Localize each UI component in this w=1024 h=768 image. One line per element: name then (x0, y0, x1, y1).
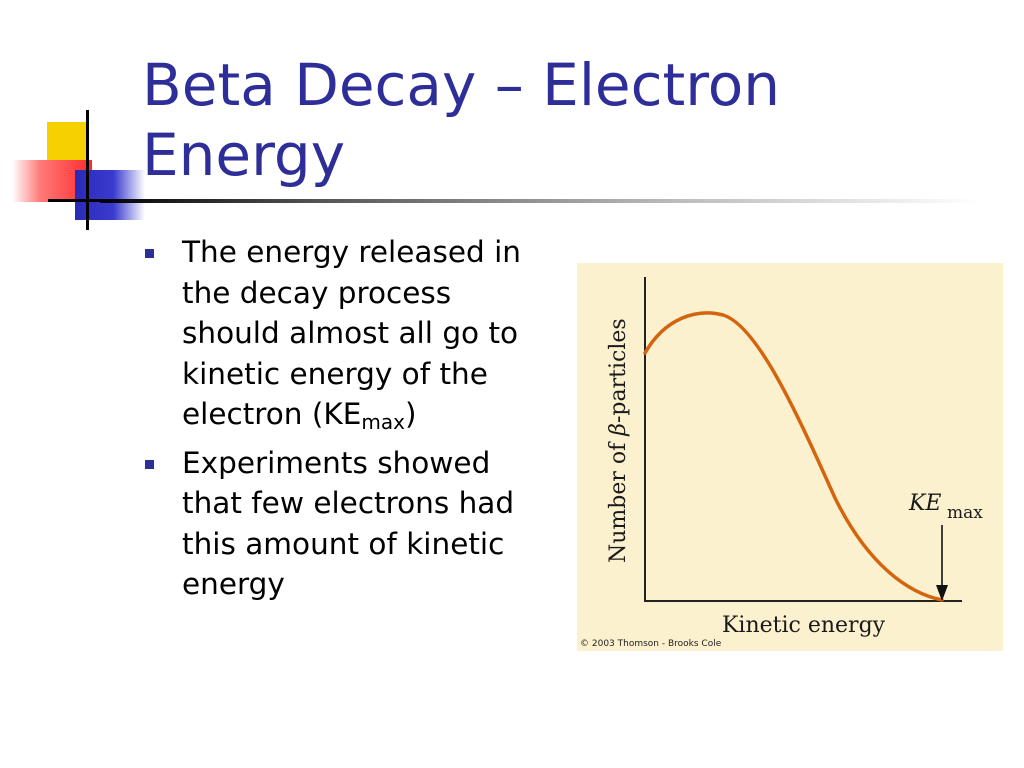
decor-vertical-line (86, 110, 89, 230)
y-axis-label-pre: Number of (606, 436, 631, 563)
corner-decoration (0, 0, 160, 240)
bullet-text: The energy released in the decay process… (182, 235, 521, 431)
bullet-item: Experiments showed that few electrons ha… (143, 443, 553, 605)
spectrum-curve (643, 311, 944, 602)
y-axis-label-post: -particles (606, 318, 631, 423)
bullet-text-tail: ) (404, 397, 417, 431)
slide-title: Beta Decay – Electron Energy (142, 51, 781, 189)
bullet-text: Experiments showed that few electrons ha… (182, 445, 515, 602)
bullet-square-icon (145, 249, 154, 258)
decor-horizontal-line (48, 199, 108, 202)
kemax-subscript: max (947, 503, 983, 523)
bullet-item: The energy released in the decay process… (143, 232, 553, 435)
bullet-subscript: max (361, 410, 405, 434)
title-underline (100, 199, 980, 203)
x-axis-label: Kinetic energy (722, 613, 886, 638)
y-axis-label: Number of β-particles (606, 318, 631, 563)
bullet-square-icon (145, 459, 154, 469)
y-axis-label-symbol: β (606, 423, 631, 437)
figure-credit: © 2003 Thomson - Brooks Cole (580, 639, 722, 649)
figure-svg: KE max Number of β-particles Kinetic ene… (580, 277, 983, 649)
beta-spectrum-figure: KE max Number of β-particles Kinetic ene… (577, 263, 1003, 651)
kemax-arrow-head-icon (936, 585, 948, 601)
kemax-label: KE (908, 491, 942, 516)
bullet-list: The energy released in the decay process… (143, 232, 553, 613)
